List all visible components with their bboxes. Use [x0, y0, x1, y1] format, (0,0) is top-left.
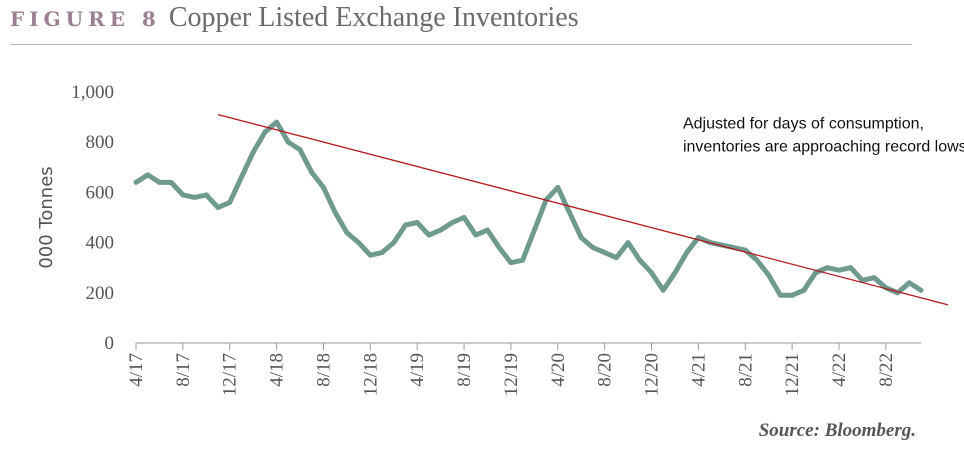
inventory-chart: 0 200 400 600 800 1,000 000 Tonnes 4/17 8/17 12/1… — [36, 82, 964, 396]
data-point — [801, 287, 807, 293]
data-point — [555, 184, 561, 190]
data-point — [754, 257, 760, 263]
x-tick-label: 8/18 — [313, 353, 334, 387]
data-point — [403, 222, 408, 228]
data-point — [356, 240, 362, 246]
x-tick-label: 12/17 — [220, 353, 241, 396]
y-tick-label: 600 — [86, 182, 115, 203]
data-point — [766, 272, 772, 278]
data-point — [157, 179, 162, 185]
data-point — [813, 270, 818, 276]
data-point — [660, 287, 666, 293]
data-point — [590, 245, 596, 251]
data-point — [649, 270, 654, 276]
x-tick-label: 8/22 — [876, 353, 897, 387]
x-tick-label: 4/18 — [267, 353, 288, 387]
x-tick-label: 4/22 — [829, 353, 850, 387]
data-point — [203, 192, 209, 198]
data-point — [789, 292, 795, 298]
y-tick-label: 800 — [86, 132, 115, 153]
x-tick-label: 12/21 — [782, 353, 803, 396]
y-tick-label: 400 — [86, 233, 115, 254]
data-point — [332, 210, 338, 215]
data-point — [473, 232, 479, 238]
data-point — [918, 287, 924, 293]
x-tick-label: 8/20 — [595, 353, 616, 387]
data-point — [871, 275, 877, 281]
data-point — [672, 270, 678, 276]
y-tick-label: 200 — [86, 283, 115, 304]
data-point — [344, 230, 350, 235]
x-tick-label: 4/21 — [688, 353, 709, 387]
data-point — [496, 245, 502, 251]
data-point — [262, 129, 268, 135]
data-point — [824, 265, 830, 271]
x-tick-label: 12/19 — [501, 353, 522, 396]
data-point — [684, 250, 690, 256]
y-tick-label: 0 — [105, 333, 115, 354]
data-point — [215, 205, 221, 210]
x-tick-label: 4/20 — [548, 353, 569, 387]
data-point — [180, 192, 186, 198]
data-point — [567, 210, 572, 215]
data-point — [625, 240, 631, 246]
x-tick-label: 8/17 — [173, 353, 194, 387]
data-point — [461, 215, 467, 220]
data-point — [613, 255, 619, 261]
data-point — [848, 265, 854, 271]
data-point — [426, 232, 432, 238]
data-point — [192, 195, 197, 200]
data-point — [379, 250, 385, 256]
data-point — [321, 184, 326, 190]
data-point — [274, 119, 279, 125]
x-tick-label: 8/19 — [454, 353, 475, 387]
x-tick-label: 12/20 — [642, 353, 663, 396]
data-point — [602, 250, 608, 256]
figure-title: Copper Listed Exchange Inventories — [168, 2, 579, 33]
chart-annotation: Adjusted for days of consumption, — [683, 115, 924, 132]
data-point — [133, 179, 139, 185]
chart-annotation: inventories are approaching record lows. — [683, 138, 964, 155]
data-point — [168, 179, 174, 185]
data-point — [906, 280, 912, 286]
figure-header: FIGURE 8 Copper Listed Exchange Inventor… — [10, 2, 579, 38]
source-note: Source: Bloomberg. — [758, 420, 916, 441]
figure-label: FIGURE 8 — [10, 7, 161, 31]
data-point — [414, 220, 420, 225]
data-point — [391, 240, 397, 246]
x-tick-label: 4/17 — [126, 353, 147, 387]
data-point — [367, 252, 373, 258]
data-point — [637, 257, 643, 263]
data-point — [531, 227, 537, 233]
data-point — [578, 235, 584, 240]
data-point — [695, 235, 701, 240]
header-divider — [10, 44, 912, 45]
x-tick-label: 12/18 — [360, 353, 381, 396]
trendline — [217, 113, 949, 306]
x-tick-label: 8/21 — [735, 353, 756, 387]
data-point — [239, 174, 244, 180]
data-point — [860, 277, 865, 283]
data-point — [227, 200, 233, 205]
x-tick-label: 4/19 — [407, 353, 428, 387]
data-point — [297, 147, 303, 153]
data-point — [250, 149, 256, 155]
data-point — [285, 139, 291, 145]
data-point — [520, 257, 526, 263]
data-point — [309, 169, 315, 175]
data-point — [145, 172, 151, 178]
data-point — [438, 227, 444, 233]
data-point — [449, 220, 455, 225]
data-point — [836, 267, 842, 273]
y-axis-title: 000 Tonnes — [36, 166, 57, 268]
data-point — [485, 227, 490, 233]
data-point — [778, 292, 783, 298]
data-point — [508, 260, 514, 266]
y-tick-label: 1,000 — [71, 82, 114, 103]
